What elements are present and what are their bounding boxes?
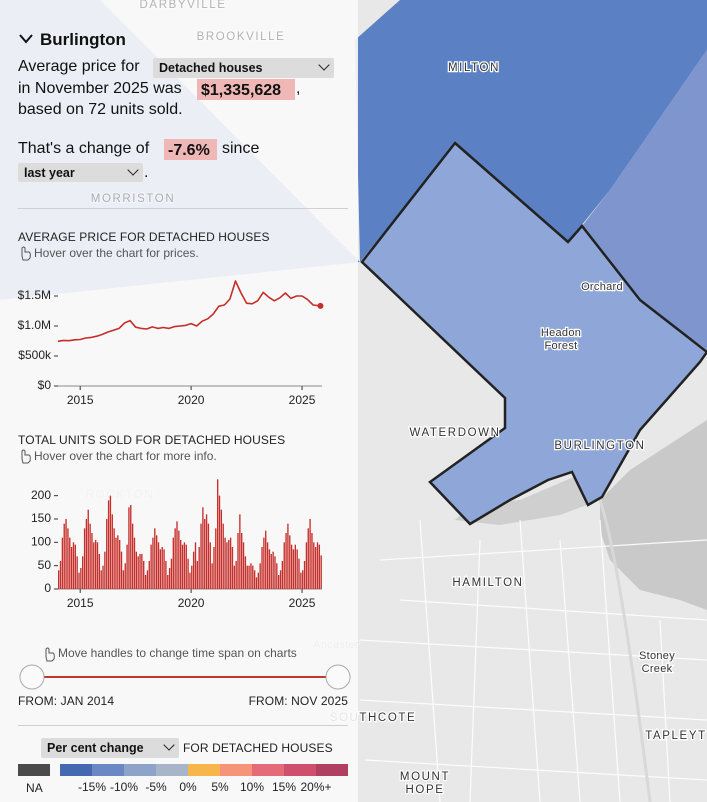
slider-from: FROM: JAN 2014 bbox=[18, 694, 115, 708]
map-label: HAMILTON bbox=[452, 577, 523, 589]
collapse-chevron[interactable] bbox=[19, 34, 33, 44]
map-label: Headon bbox=[541, 327, 581, 339]
roads bbox=[359, 519, 707, 802]
divider bbox=[18, 725, 348, 726]
housing-select[interactable]: Detached houses bbox=[153, 58, 334, 78]
lake bbox=[600, 420, 707, 610]
info-panel: Burlington Average price for Detached ho… bbox=[0, 0, 358, 802]
sentence-text: since bbox=[222, 140, 260, 157]
sentence-text: in November 2025 was bbox=[18, 80, 182, 97]
measure-select[interactable]: Per cent change bbox=[41, 738, 179, 758]
map-label: TAPLEYT bbox=[645, 730, 706, 742]
sentence-text: Average price for bbox=[18, 58, 140, 75]
map-label: MOUNT bbox=[400, 771, 450, 783]
map-label: WATERDOWN bbox=[409, 427, 500, 439]
region-heading[interactable]: Burlington bbox=[40, 30, 126, 49]
legend-suffix: FOR DETACHED HOUSES bbox=[183, 741, 333, 755]
chart-hint: Hover over the chart for more info. bbox=[34, 449, 217, 463]
burlington-region[interactable] bbox=[360, 141, 707, 526]
select-value: Per cent change bbox=[47, 741, 144, 755]
map-label: HOPE bbox=[406, 784, 445, 796]
milton-region[interactable] bbox=[100, 0, 707, 262]
region-east[interactable] bbox=[582, 50, 707, 350]
map-label: Forest bbox=[545, 340, 578, 352]
slider-to: FROM: NOV 2025 bbox=[248, 694, 348, 708]
chart-title: TOTAL UNITS SOLD FOR DETACHED HOUSES bbox=[18, 433, 286, 447]
map-label: Orchard bbox=[581, 281, 623, 293]
divider bbox=[18, 208, 348, 209]
chart-title: AVERAGE PRICE FOR DETACHED HOUSES bbox=[18, 230, 270, 244]
sentence-text: , bbox=[296, 80, 301, 97]
map-label: Stoney bbox=[639, 650, 675, 662]
sentence-text: based on 72 units sold. bbox=[18, 101, 183, 118]
legend-na-label: NA bbox=[26, 781, 43, 795]
slider-hint: Move handles to change time span on char… bbox=[58, 646, 297, 660]
period-select[interactable]: last year bbox=[18, 163, 143, 182]
sentence-text: That's a change of bbox=[18, 140, 150, 157]
map-label: Creek bbox=[642, 663, 673, 675]
chart-hint: Hover over the chart for prices. bbox=[34, 246, 199, 260]
highway bbox=[598, 499, 652, 802]
select-value: last year bbox=[24, 166, 75, 180]
sentence-text: . bbox=[144, 164, 149, 181]
select-value: Detached houses bbox=[159, 61, 263, 75]
price-highlight: $1,335,628 bbox=[197, 79, 295, 100]
change-highlight: -7.6% bbox=[164, 139, 217, 160]
